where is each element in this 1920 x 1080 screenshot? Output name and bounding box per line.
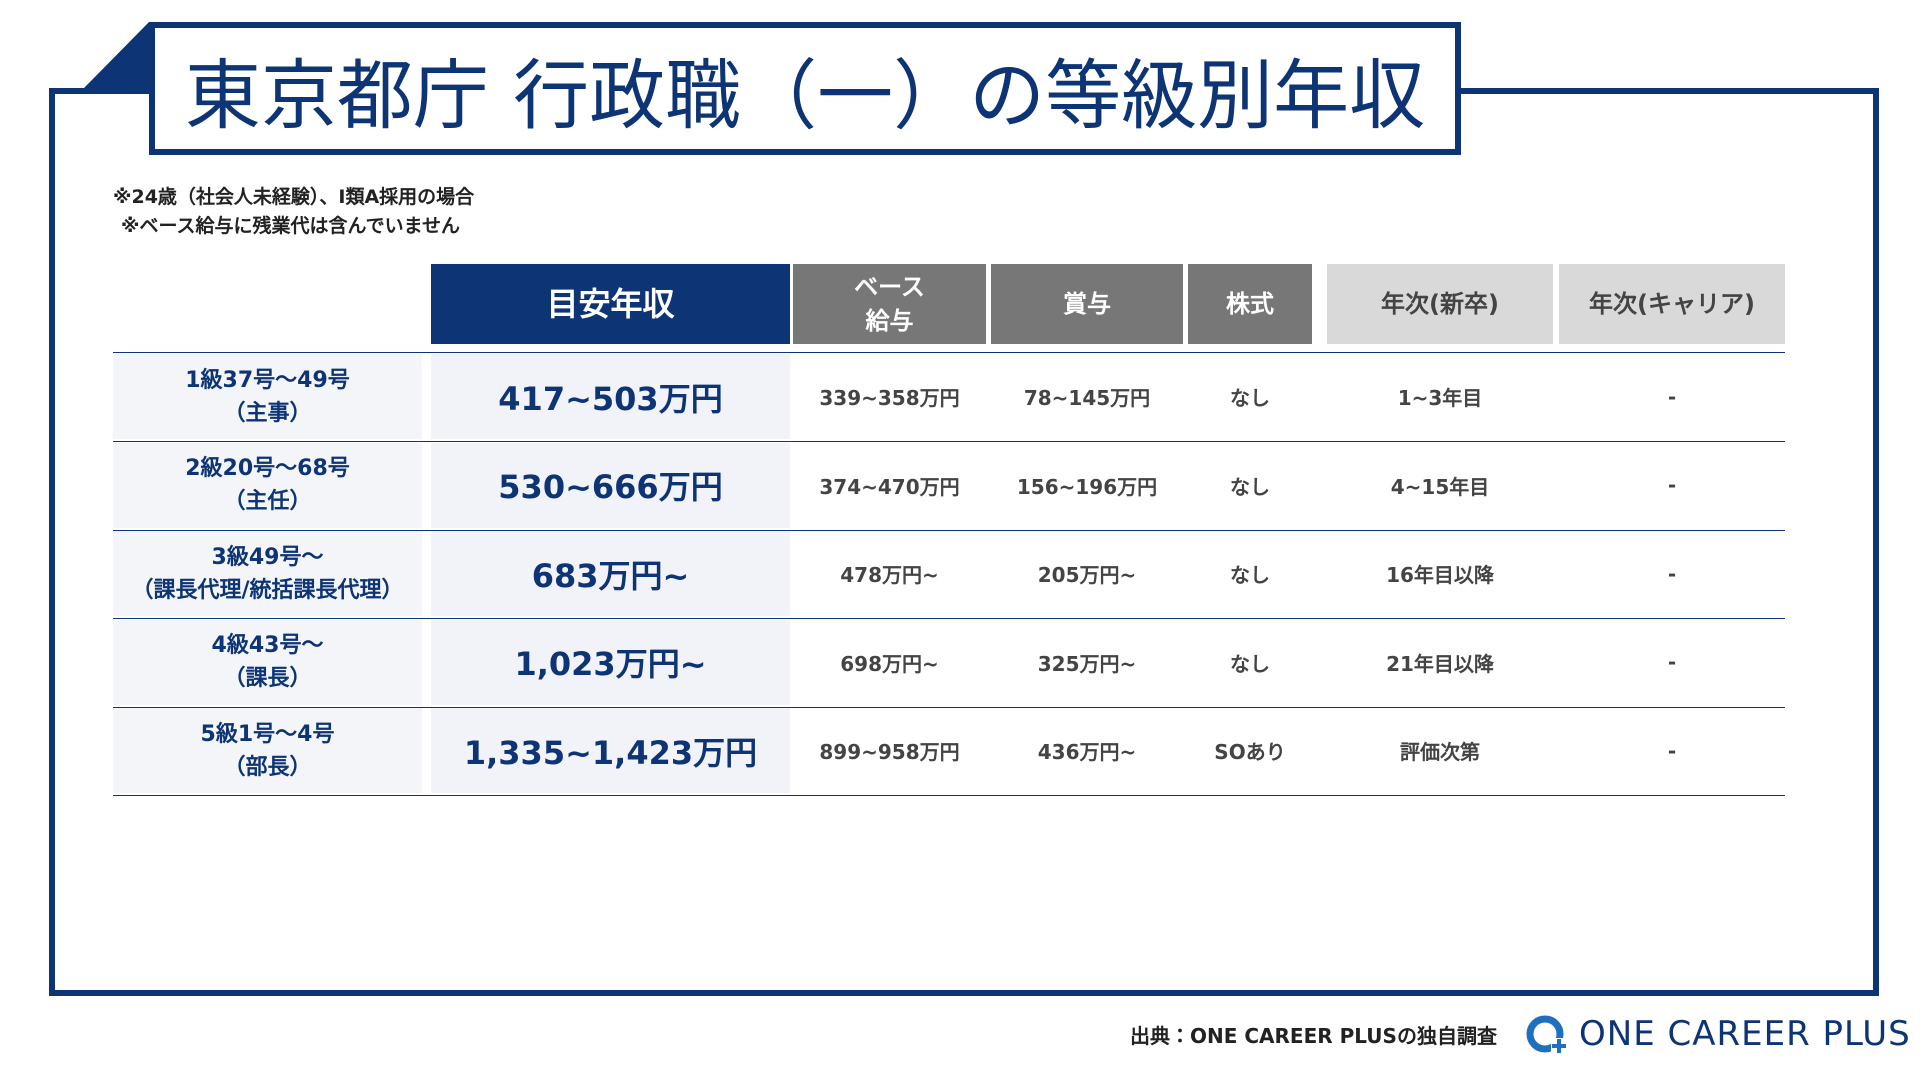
cell: 評価次第: [1400, 740, 1480, 764]
row-label: 5級1号〜4号 （部長）: [113, 708, 422, 793]
title: 東京都庁 行政職（一）の等級別年収: [149, 22, 1461, 155]
corner: [84, 22, 149, 88]
cell: なし: [1230, 474, 1270, 499]
column-header: 賞与: [991, 264, 1183, 344]
column-header: 目安年収: [431, 264, 790, 344]
cell: 374~470万円: [819, 474, 960, 499]
cell: 417~503万円: [431, 354, 790, 439]
cell: 156~196万円: [1016, 474, 1158, 499]
cell: 16年目以降: [1386, 563, 1494, 587]
row-line: [113, 706, 1785, 708]
column-header: 株式: [1188, 264, 1312, 344]
row-line: [113, 529, 1785, 531]
row-line: [113, 352, 1785, 353]
column-header: 年次(キャリア): [1559, 264, 1785, 344]
column-header: [113, 264, 422, 344]
row-line: [113, 618, 1785, 619]
cell: 1,335~1,423万円: [431, 708, 790, 793]
cell: 4~15年目: [1390, 474, 1490, 499]
cell: 205万円~: [1037, 563, 1137, 587]
row-label: 3級49号〜 （課長代理/統括課長代理）: [113, 531, 422, 616]
cell: 1,023万円~: [431, 619, 790, 705]
cell: 78~145万円: [1023, 386, 1151, 410]
column-header: 年次(新卒): [1327, 264, 1553, 344]
note: ※ベース給与に残業代は含んでいません: [121, 215, 461, 237]
logo: ONE CAREER PLUS: [1525, 1012, 1911, 1056]
cell: 683万円~: [431, 531, 790, 616]
row-line: [113, 795, 1785, 796]
logo-icon: [1526, 1015, 1567, 1054]
logo-text: ONE CAREER PLUS: [1579, 1014, 1911, 1054]
row-line: [113, 441, 1785, 442]
cell: 478万円~: [840, 563, 939, 587]
cell: 698万円~: [840, 651, 939, 676]
cell: -: [1667, 650, 1677, 674]
row-label: 1級37号〜49号 （主事）: [113, 354, 422, 439]
cell: 21年目以降: [1386, 651, 1494, 676]
cell: -: [1667, 738, 1677, 763]
cell: 436万円~: [1037, 740, 1137, 764]
source: 出典：ONE CAREER PLUSの独自調査: [1130, 1024, 1497, 1048]
cell: -: [1667, 384, 1677, 409]
column-header: ベース 給与: [793, 264, 986, 344]
cell: 899~958万円: [819, 740, 960, 764]
row-label: 4級43号〜 （課長）: [113, 619, 422, 705]
cell: 530~666万円: [431, 442, 790, 528]
cell: なし: [1230, 651, 1270, 676]
cell: 325万円~: [1037, 651, 1137, 676]
cell: -: [1667, 473, 1677, 497]
note: ※24歳（社会人未経験）、I類A採用の場合: [113, 186, 475, 208]
row-label: 2級20号〜68号 （主任）: [113, 442, 422, 528]
cell: 1~3年目: [1397, 386, 1483, 410]
cell: -: [1667, 561, 1677, 586]
cell: SOあり: [1214, 740, 1286, 764]
cell: 339~358万円: [819, 386, 960, 410]
cell: なし: [1230, 563, 1270, 587]
cell: なし: [1230, 386, 1270, 410]
notes: ※24歳（社会人未経験）、I類A採用の場合 ※ベース給与に残業代は含んでいません: [113, 183, 474, 241]
